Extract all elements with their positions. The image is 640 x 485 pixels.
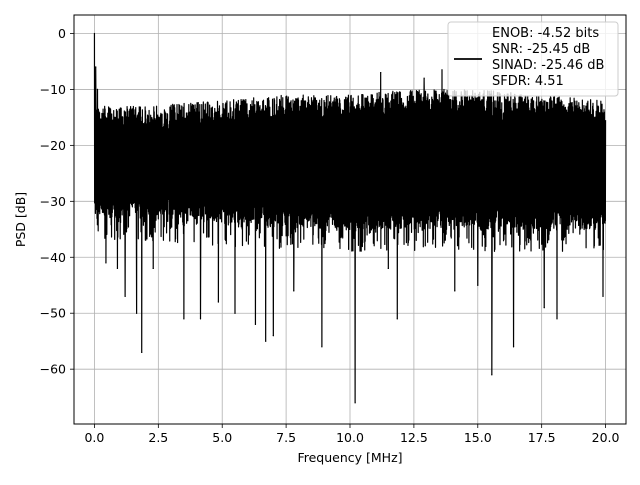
psd-point <box>543 307 545 309</box>
psd-point <box>217 301 219 303</box>
ticks: 0.0 2.5 5.0 7.5 10.0 12.5 15.0 17.5 20.0 0 −10 −20 −… <box>40 26 620 445</box>
legend-sinad-text: SINAD: -25.46 dB <box>492 58 604 73</box>
y-tick-label: 0 <box>58 26 66 41</box>
psd-point <box>441 69 443 71</box>
y-tick-label: −20 <box>40 138 66 153</box>
psd-point <box>93 32 96 35</box>
y-axis-label: PSD [dB] <box>13 192 28 247</box>
y-tick-label: −30 <box>40 194 66 209</box>
psd-point <box>556 318 558 320</box>
x-tick-label: 0.0 <box>84 430 104 445</box>
psd-point <box>96 217 98 219</box>
psd-point <box>105 262 107 264</box>
psd-point <box>234 312 236 314</box>
legend-enob-text: ENOB: -4.52 bits <box>492 26 599 41</box>
psd-point <box>141 351 143 353</box>
x-tick-label: 2.5 <box>148 430 168 445</box>
psd-point <box>95 66 97 68</box>
psd-point <box>602 295 604 298</box>
psd-point <box>387 267 389 270</box>
psd-point <box>272 334 274 337</box>
psd-point <box>491 374 493 376</box>
psd-point <box>321 346 323 348</box>
x-tick-label: 20.0 <box>592 430 620 445</box>
psd-point <box>454 290 456 292</box>
psd-point <box>96 88 99 91</box>
legend-box <box>447 21 619 97</box>
x-tick-label: 17.5 <box>528 430 556 445</box>
x-tick-label: 7.5 <box>276 430 296 445</box>
x-tick-label: 12.5 <box>400 430 428 445</box>
y-tick-label: −50 <box>40 306 66 321</box>
psd-point <box>423 77 425 79</box>
legend: ENOB: -4.52 bits SNR: -25.45 dB SINAD: -… <box>447 21 619 97</box>
psd-point <box>477 284 479 286</box>
x-tick-label: 10.0 <box>336 430 364 445</box>
psd-point <box>199 318 202 320</box>
psd-point <box>293 290 295 292</box>
psd-trace <box>93 33 607 404</box>
psd-point <box>116 267 119 270</box>
psd-point <box>254 323 257 326</box>
psd-point <box>265 340 267 342</box>
y-tick-label: −40 <box>40 250 66 265</box>
psd-point <box>136 312 138 314</box>
x-tick-label: 15.0 <box>464 430 492 445</box>
x-tick-label: 5.0 <box>212 430 232 445</box>
x-axis-label: Frequency [MHz] <box>297 450 402 465</box>
data-layer <box>93 32 607 404</box>
psd-point <box>183 318 185 320</box>
y-tick-label: −60 <box>40 362 66 377</box>
psd-point <box>152 267 154 270</box>
psd-point <box>380 72 382 74</box>
psd-point <box>396 318 398 320</box>
legend-snr-text: SNR: -25.45 dB <box>492 42 590 57</box>
psd-point <box>354 402 356 404</box>
legend-sfdr-text: SFDR: 4.51 <box>492 74 564 89</box>
psd-point <box>512 346 515 348</box>
psd-point <box>124 295 126 298</box>
y-tick-label: −10 <box>40 82 66 97</box>
